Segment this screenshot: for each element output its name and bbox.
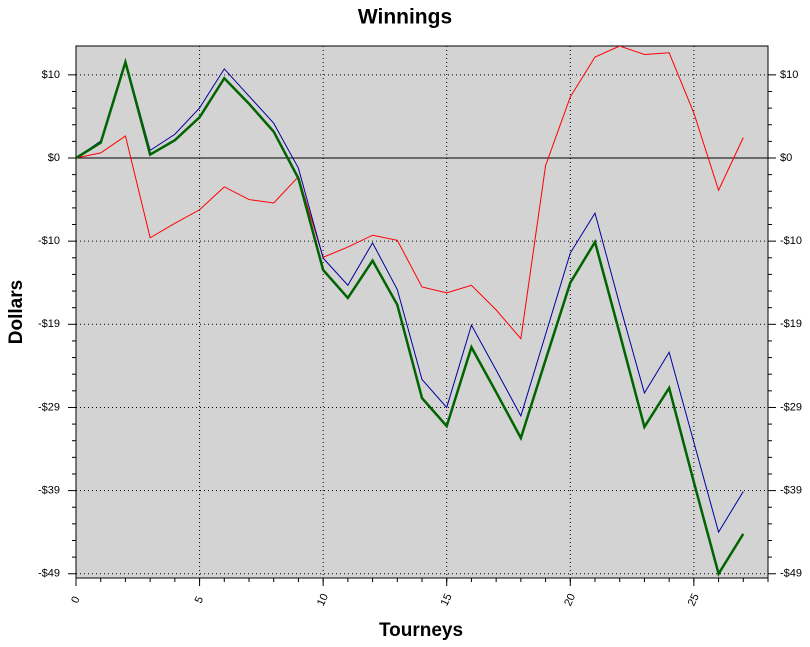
x-tick-label: 5 <box>193 595 206 606</box>
x-tick-label: 20 <box>562 592 578 608</box>
y-tick-label: $10 <box>42 69 60 81</box>
y2-tick-label: -$29 <box>780 401 802 413</box>
y-tick-label: $0 <box>48 152 60 164</box>
x-tick-label: 15 <box>439 592 455 608</box>
y-tick-label: -$29 <box>38 401 60 413</box>
series-line <box>76 57 745 577</box>
series-line <box>76 46 744 340</box>
chart-title: Winnings <box>358 6 452 29</box>
y-axis-title: Dollars <box>6 280 27 344</box>
y2-tick-label: -$49 <box>780 568 802 580</box>
y2-tick-label: $0 <box>780 152 792 164</box>
series-line <box>76 58 744 534</box>
x-tick-label: 10 <box>315 592 331 608</box>
plot-area <box>75 45 769 579</box>
x-axis-title: Tourneys <box>379 620 463 641</box>
y2-tick-label: $10 <box>780 69 798 81</box>
y2-tick-label: -$19 <box>780 318 802 330</box>
y2-tick-label: -$39 <box>780 485 802 497</box>
x-tick-label: 25 <box>686 592 702 608</box>
y-tick-label: -$19 <box>38 318 60 330</box>
y2-tick-label: -$10 <box>780 235 802 247</box>
y-tick-label: -$10 <box>38 235 60 247</box>
y-tick-label: -$49 <box>38 568 60 580</box>
y-tick-label: -$39 <box>38 485 60 497</box>
x-tick-label: 0 <box>69 595 82 606</box>
